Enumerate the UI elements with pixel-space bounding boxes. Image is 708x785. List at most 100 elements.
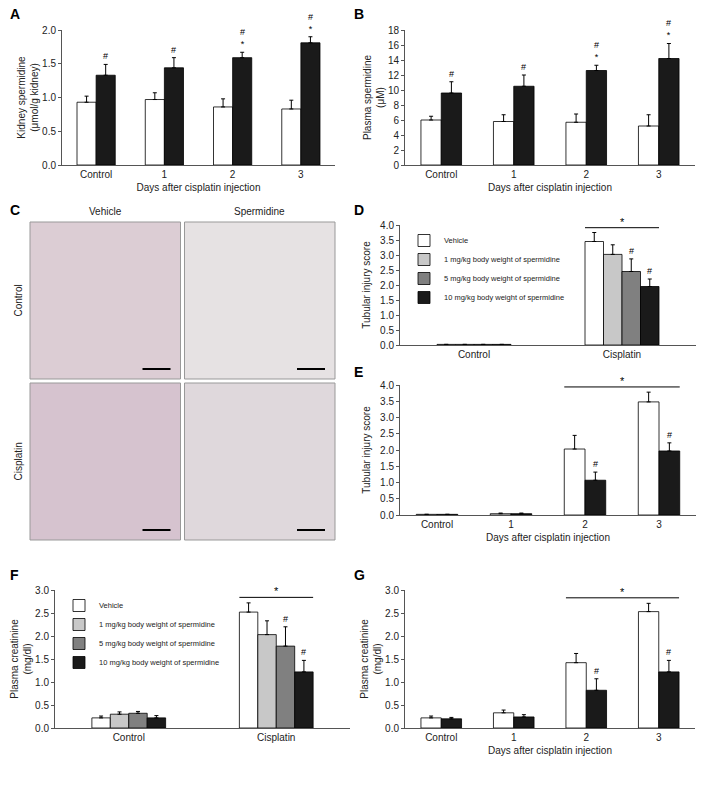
svg-text:8: 8 <box>393 100 399 111</box>
svg-text:5 mg/kg body weight of spermid: 5 mg/kg body weight of spermidine <box>99 639 215 648</box>
svg-text:1: 1 <box>511 169 517 180</box>
svg-text:Spermidine: Spermidine <box>234 206 285 217</box>
svg-text:Cisplatin: Cisplatin <box>13 442 24 480</box>
svg-text:1.5: 1.5 <box>385 654 399 665</box>
svg-text:#*: #* <box>308 12 313 34</box>
svg-text:Control: Control <box>458 349 490 360</box>
svg-text:2: 2 <box>230 169 236 180</box>
svg-text:10: 10 <box>388 85 400 96</box>
svg-text:2: 2 <box>582 519 588 530</box>
svg-text:A: A <box>10 6 20 22</box>
svg-text:2.0: 2.0 <box>35 631 49 642</box>
svg-text:1.0: 1.0 <box>380 310 394 321</box>
svg-text:0: 0 <box>393 160 399 171</box>
svg-text:1.5: 1.5 <box>380 295 394 306</box>
svg-text:E: E <box>354 364 363 380</box>
svg-text:4: 4 <box>393 130 399 141</box>
svg-text:3: 3 <box>656 169 662 180</box>
svg-text:0.5: 0.5 <box>35 700 49 711</box>
svg-text:F: F <box>10 567 19 583</box>
svg-text:C: C <box>10 202 20 218</box>
svg-text:D: D <box>354 202 364 218</box>
svg-text:#: # <box>301 647 306 657</box>
svg-text:Kidney spermidine(μmol/g kidne: Kidney spermidine(μmol/g kidney) <box>16 56 40 139</box>
svg-text:0.0: 0.0 <box>35 723 49 734</box>
svg-text:#: # <box>103 51 108 61</box>
svg-text:#: # <box>666 647 671 657</box>
svg-text:2.0: 2.0 <box>380 280 394 291</box>
svg-text:#: # <box>667 430 672 440</box>
svg-text:2.5: 2.5 <box>385 608 399 619</box>
svg-text:1.5: 1.5 <box>42 58 56 69</box>
svg-text:#: # <box>647 266 652 276</box>
svg-text:#*: #* <box>240 27 245 49</box>
svg-text:Vehicle: Vehicle <box>89 206 122 217</box>
svg-text:#: # <box>449 69 454 79</box>
svg-text:1.0: 1.0 <box>35 677 49 688</box>
svg-text:2.0: 2.0 <box>42 25 56 36</box>
svg-text:*: * <box>620 216 625 228</box>
svg-text:16: 16 <box>388 40 400 51</box>
svg-text:1.0: 1.0 <box>385 677 399 688</box>
svg-text:0.0: 0.0 <box>385 723 399 734</box>
svg-text:*: * <box>620 586 625 598</box>
svg-text:Vehicle: Vehicle <box>99 601 123 610</box>
svg-text:2: 2 <box>583 169 589 180</box>
svg-text:2: 2 <box>393 145 399 156</box>
svg-text:Control: Control <box>421 519 453 530</box>
svg-text:Days after cisplatin injection: Days after cisplatin injection <box>486 532 610 543</box>
svg-text:0.5: 0.5 <box>385 700 399 711</box>
svg-text:3.5: 3.5 <box>380 396 394 407</box>
svg-text:Tubular injury score: Tubular injury score <box>361 406 372 494</box>
svg-text:10 mg/kg body weight of spermi: 10 mg/kg body weight of spermidine <box>444 293 564 302</box>
svg-text:Plasma creatinine(mg/dl): Plasma creatinine(mg/dl) <box>359 619 383 699</box>
svg-text:#*: #* <box>666 18 671 40</box>
svg-text:14: 14 <box>388 55 400 66</box>
svg-text:4.0: 4.0 <box>380 220 394 231</box>
svg-text:3.0: 3.0 <box>385 585 399 596</box>
svg-text:4.0: 4.0 <box>380 380 394 391</box>
svg-text:0.0: 0.0 <box>42 160 56 171</box>
svg-text:2.5: 2.5 <box>380 428 394 439</box>
svg-text:Control: Control <box>425 169 457 180</box>
svg-text:Plasma spermidine(μM): Plasma spermidine(μM) <box>362 55 386 140</box>
svg-text:1: 1 <box>511 732 517 743</box>
svg-text:2.0: 2.0 <box>385 631 399 642</box>
svg-text:G: G <box>354 567 365 583</box>
svg-text:Days after cisplatin injection: Days after cisplatin injection <box>488 745 612 756</box>
svg-text:Plasma creatinine(mg/dl): Plasma creatinine(mg/dl) <box>9 619 33 699</box>
svg-text:Cisplatin: Cisplatin <box>603 349 641 360</box>
svg-text:#: # <box>593 459 598 469</box>
svg-text:1.0: 1.0 <box>42 92 56 103</box>
svg-text:#: # <box>629 246 634 256</box>
svg-text:*: * <box>620 375 625 387</box>
svg-text:#: # <box>283 614 288 624</box>
svg-text:#*: #* <box>594 40 599 62</box>
svg-text:2.0: 2.0 <box>380 445 394 456</box>
svg-text:0.0: 0.0 <box>380 340 394 351</box>
svg-text:18: 18 <box>388 25 400 36</box>
svg-text:B: B <box>354 6 364 22</box>
svg-text:Control: Control <box>425 732 457 743</box>
svg-text:10 mg/kg body weight of spermi: 10 mg/kg body weight of spermidine <box>99 658 219 667</box>
svg-text:3: 3 <box>656 732 662 743</box>
svg-text:Days after cisplatin injection: Days after cisplatin injection <box>488 182 612 193</box>
svg-text:1 mg/kg body weight of spermid: 1 mg/kg body weight of spermidine <box>444 255 560 264</box>
svg-text:1.5: 1.5 <box>35 654 49 665</box>
svg-text:#: # <box>171 45 176 55</box>
svg-text:3.0: 3.0 <box>35 585 49 596</box>
svg-text:Control: Control <box>80 169 112 180</box>
svg-text:Vehicle: Vehicle <box>444 236 468 245</box>
svg-text:2.5: 2.5 <box>35 608 49 619</box>
svg-text:0.5: 0.5 <box>380 493 394 504</box>
svg-text:#: # <box>521 62 526 72</box>
svg-text:2: 2 <box>583 732 589 743</box>
svg-text:*: * <box>274 585 279 597</box>
svg-text:#: # <box>594 666 599 676</box>
svg-text:1: 1 <box>508 519 514 530</box>
svg-text:3: 3 <box>656 519 662 530</box>
svg-text:12: 12 <box>388 70 400 81</box>
svg-text:1.0: 1.0 <box>380 477 394 488</box>
svg-text:Days after cisplatin injection: Days after cisplatin injection <box>137 182 261 193</box>
svg-text:3.5: 3.5 <box>380 235 394 246</box>
